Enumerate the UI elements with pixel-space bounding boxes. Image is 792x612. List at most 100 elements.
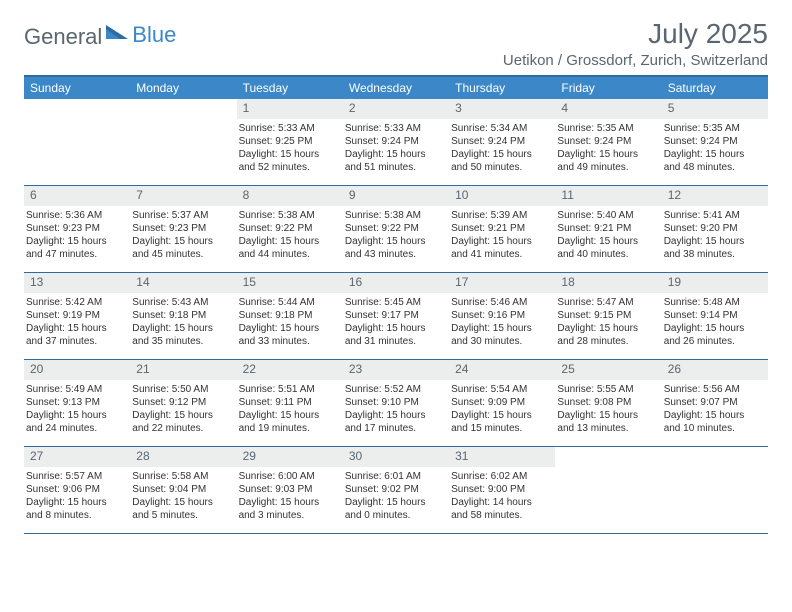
week-row: 27Sunrise: 5:57 AMSunset: 9:06 PMDayligh… — [24, 447, 768, 534]
week-row: 13Sunrise: 5:42 AMSunset: 9:19 PMDayligh… — [24, 273, 768, 360]
day-number: 10 — [449, 186, 555, 206]
daylight-text: Daylight: 15 hours — [239, 148, 339, 161]
day-cell: 2Sunrise: 5:33 AMSunset: 9:24 PMDaylight… — [343, 99, 449, 185]
day-cell: 7Sunrise: 5:37 AMSunset: 9:23 PMDaylight… — [130, 186, 236, 272]
day-body: Sunrise: 5:40 AMSunset: 9:21 PMDaylight:… — [555, 206, 661, 265]
sunset-text: Sunset: 9:19 PM — [26, 309, 126, 322]
daylight-text: Daylight: 15 hours — [26, 235, 126, 248]
daylight-text: Daylight: 15 hours — [26, 496, 126, 509]
daylight-text: and 22 minutes. — [132, 422, 232, 435]
sunset-text: Sunset: 9:07 PM — [664, 396, 764, 409]
day-body: Sunrise: 5:35 AMSunset: 9:24 PMDaylight:… — [662, 119, 768, 178]
sunrise-text: Sunrise: 5:46 AM — [451, 296, 551, 309]
day-cell: 10Sunrise: 5:39 AMSunset: 9:21 PMDayligh… — [449, 186, 555, 272]
day-number: 22 — [237, 360, 343, 380]
day-number: 25 — [555, 360, 661, 380]
daylight-text: and 19 minutes. — [239, 422, 339, 435]
day-header-mon: Monday — [130, 77, 236, 99]
sunset-text: Sunset: 9:22 PM — [239, 222, 339, 235]
daylight-text: and 41 minutes. — [451, 248, 551, 261]
sunset-text: Sunset: 9:18 PM — [132, 309, 232, 322]
sunrise-text: Sunrise: 5:35 AM — [557, 122, 657, 135]
sunrise-text: Sunrise: 5:50 AM — [132, 383, 232, 396]
daylight-text: Daylight: 15 hours — [664, 409, 764, 422]
day-body: Sunrise: 5:49 AMSunset: 9:13 PMDaylight:… — [24, 380, 130, 439]
day-cell: 25Sunrise: 5:55 AMSunset: 9:08 PMDayligh… — [555, 360, 661, 446]
daylight-text: and 33 minutes. — [239, 335, 339, 348]
day-body: Sunrise: 5:38 AMSunset: 9:22 PMDaylight:… — [237, 206, 343, 265]
daylight-text: and 38 minutes. — [664, 248, 764, 261]
day-cell — [662, 447, 768, 533]
sunset-text: Sunset: 9:02 PM — [345, 483, 445, 496]
daylight-text: and 24 minutes. — [26, 422, 126, 435]
day-number: 14 — [130, 273, 236, 293]
day-number: 16 — [343, 273, 449, 293]
day-body: Sunrise: 5:55 AMSunset: 9:08 PMDaylight:… — [555, 380, 661, 439]
day-number: 28 — [130, 447, 236, 467]
daylight-text: and 50 minutes. — [451, 161, 551, 174]
day-number: 26 — [662, 360, 768, 380]
day-cell: 11Sunrise: 5:40 AMSunset: 9:21 PMDayligh… — [555, 186, 661, 272]
day-number: 24 — [449, 360, 555, 380]
daylight-text: Daylight: 15 hours — [132, 409, 232, 422]
day-body: Sunrise: 5:45 AMSunset: 9:17 PMDaylight:… — [343, 293, 449, 352]
day-cell: 4Sunrise: 5:35 AMSunset: 9:24 PMDaylight… — [555, 99, 661, 185]
day-header-fri: Friday — [555, 77, 661, 99]
sunrise-text: Sunrise: 5:33 AM — [345, 122, 445, 135]
daylight-text: and 17 minutes. — [345, 422, 445, 435]
day-body: Sunrise: 5:39 AMSunset: 9:21 PMDaylight:… — [449, 206, 555, 265]
sunset-text: Sunset: 9:21 PM — [557, 222, 657, 235]
day-number: 12 — [662, 186, 768, 206]
day-cell — [555, 447, 661, 533]
sunset-text: Sunset: 9:14 PM — [664, 309, 764, 322]
daylight-text: and 8 minutes. — [26, 509, 126, 522]
daylight-text: and 51 minutes. — [345, 161, 445, 174]
day-body: Sunrise: 5:46 AMSunset: 9:16 PMDaylight:… — [449, 293, 555, 352]
sunset-text: Sunset: 9:22 PM — [345, 222, 445, 235]
sunset-text: Sunset: 9:20 PM — [664, 222, 764, 235]
day-body: Sunrise: 6:01 AMSunset: 9:02 PMDaylight:… — [343, 467, 449, 526]
week-row: 20Sunrise: 5:49 AMSunset: 9:13 PMDayligh… — [24, 360, 768, 447]
daylight-text: and 47 minutes. — [26, 248, 126, 261]
daylight-text: and 48 minutes. — [664, 161, 764, 174]
day-cell: 29Sunrise: 6:00 AMSunset: 9:03 PMDayligh… — [237, 447, 343, 533]
daylight-text: and 31 minutes. — [345, 335, 445, 348]
day-cell: 17Sunrise: 5:46 AMSunset: 9:16 PMDayligh… — [449, 273, 555, 359]
daylight-text: Daylight: 15 hours — [345, 496, 445, 509]
header: General Blue July 2025 Uetikon / Grossdo… — [24, 18, 768, 69]
sunset-text: Sunset: 9:08 PM — [557, 396, 657, 409]
daylight-text: Daylight: 15 hours — [132, 322, 232, 335]
sunset-text: Sunset: 9:17 PM — [345, 309, 445, 322]
daylight-text: and 58 minutes. — [451, 509, 551, 522]
daylight-text: Daylight: 15 hours — [345, 148, 445, 161]
day-number: 17 — [449, 273, 555, 293]
sunrise-text: Sunrise: 5:37 AM — [132, 209, 232, 222]
sunset-text: Sunset: 9:24 PM — [557, 135, 657, 148]
location-text: Uetikon / Grossdorf, Zurich, Switzerland — [503, 52, 768, 69]
day-cell: 26Sunrise: 5:56 AMSunset: 9:07 PMDayligh… — [662, 360, 768, 446]
day-body: Sunrise: 5:33 AMSunset: 9:25 PMDaylight:… — [237, 119, 343, 178]
day-body: Sunrise: 5:44 AMSunset: 9:18 PMDaylight:… — [237, 293, 343, 352]
day-number: 9 — [343, 186, 449, 206]
day-cell: 18Sunrise: 5:47 AMSunset: 9:15 PMDayligh… — [555, 273, 661, 359]
sunset-text: Sunset: 9:10 PM — [345, 396, 445, 409]
daylight-text: and 45 minutes. — [132, 248, 232, 261]
day-body: Sunrise: 6:00 AMSunset: 9:03 PMDaylight:… — [237, 467, 343, 526]
sunset-text: Sunset: 9:23 PM — [26, 222, 126, 235]
day-cell: 19Sunrise: 5:48 AMSunset: 9:14 PMDayligh… — [662, 273, 768, 359]
sunrise-text: Sunrise: 5:38 AM — [345, 209, 445, 222]
daylight-text: Daylight: 15 hours — [239, 496, 339, 509]
day-number: 31 — [449, 447, 555, 467]
day-body: Sunrise: 5:54 AMSunset: 9:09 PMDaylight:… — [449, 380, 555, 439]
day-body: Sunrise: 5:33 AMSunset: 9:24 PMDaylight:… — [343, 119, 449, 178]
sunset-text: Sunset: 9:21 PM — [451, 222, 551, 235]
daylight-text: Daylight: 15 hours — [132, 235, 232, 248]
day-cell: 30Sunrise: 6:01 AMSunset: 9:02 PMDayligh… — [343, 447, 449, 533]
sunrise-text: Sunrise: 5:34 AM — [451, 122, 551, 135]
day-body: Sunrise: 5:47 AMSunset: 9:15 PMDaylight:… — [555, 293, 661, 352]
day-number — [555, 447, 661, 467]
daylight-text: and 3 minutes. — [239, 509, 339, 522]
sunrise-text: Sunrise: 5:39 AM — [451, 209, 551, 222]
daylight-text: Daylight: 15 hours — [664, 148, 764, 161]
daylight-text: and 37 minutes. — [26, 335, 126, 348]
